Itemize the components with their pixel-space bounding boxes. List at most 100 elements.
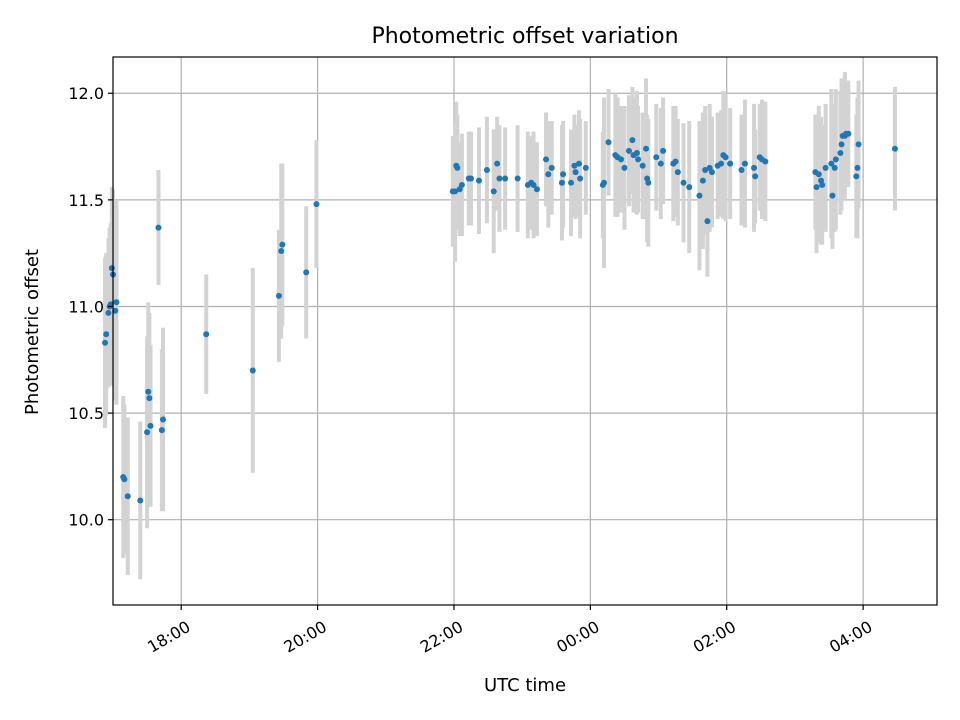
data-point [502, 175, 509, 182]
data-point [625, 147, 632, 154]
data-point [454, 164, 461, 171]
data-point [605, 139, 612, 146]
data-point [741, 160, 748, 167]
plot-frame [112, 56, 938, 606]
data-point [160, 416, 167, 423]
data-point [727, 160, 734, 167]
data-point [475, 177, 482, 184]
data-point [680, 179, 687, 186]
data-point [144, 429, 151, 436]
data-point [828, 160, 835, 167]
data-point [845, 130, 852, 137]
data-point [458, 181, 465, 188]
data-point [105, 309, 112, 316]
data-point [815, 171, 822, 178]
data-point [275, 292, 282, 299]
x-tick-label: 04:00 [826, 617, 875, 657]
data-point [660, 147, 667, 154]
data-point [702, 167, 709, 174]
data-point [838, 141, 845, 148]
data-point [600, 179, 607, 186]
data-point [575, 160, 582, 167]
data-point [483, 167, 490, 174]
data-point [514, 175, 521, 182]
data-point [645, 179, 652, 186]
data-point [158, 427, 165, 434]
data-point [494, 160, 501, 167]
data-point [543, 156, 550, 163]
data-point [121, 476, 128, 483]
data-point [762, 158, 769, 165]
data-point [279, 241, 286, 248]
data-point [853, 173, 860, 180]
data-point [249, 367, 256, 374]
data-point [452, 188, 459, 195]
y-tick-label: 11.0 [68, 297, 104, 316]
data-point [533, 186, 540, 193]
data-point [146, 395, 153, 402]
data-point [568, 179, 575, 186]
grid-layer [113, 57, 937, 605]
data-point [618, 156, 625, 163]
data-point [699, 177, 706, 184]
data-point [278, 248, 285, 255]
data-point [582, 164, 589, 171]
x-tick-label: 02:00 [690, 617, 739, 657]
data-point [155, 224, 162, 231]
data-point [572, 169, 579, 176]
data-point [303, 269, 310, 276]
data-point [560, 171, 567, 178]
data-point [686, 184, 693, 191]
data-point [891, 145, 898, 152]
x-tick-label: 18:00 [144, 617, 193, 657]
axis-layer: 10.0 10.5 11.0 11.5 12.0 18:00 20:00 22:00 00:00… [68, 56, 938, 657]
x-tick-label: 22:00 [417, 617, 466, 657]
data-point [813, 184, 820, 191]
data-point [718, 160, 725, 167]
x-tick-label: 20:00 [281, 617, 330, 657]
data-point [558, 179, 565, 186]
data-point [571, 162, 578, 169]
data-point [490, 188, 497, 195]
chart-title: Photometric offset variation [371, 24, 678, 49]
data-point [829, 192, 836, 199]
y-tick-label: 10.0 [68, 511, 104, 530]
data-point [657, 160, 664, 167]
data-point [496, 175, 503, 182]
data-point [112, 307, 119, 314]
data-point [137, 497, 144, 504]
data-point [635, 156, 642, 163]
data-point [145, 388, 152, 395]
data-point [738, 167, 745, 174]
data-point [831, 164, 838, 171]
point-layer [102, 130, 898, 504]
data-point [107, 301, 114, 308]
data-point [672, 158, 679, 165]
data-point [639, 162, 646, 169]
data-point [751, 164, 758, 171]
data-point [643, 145, 650, 152]
data-point [837, 149, 844, 156]
data-point [530, 181, 537, 188]
data-point [548, 164, 555, 171]
data-point [108, 265, 115, 272]
data-point [103, 331, 110, 338]
x-axis-label: UTC time [484, 675, 566, 696]
data-point [545, 171, 552, 178]
data-point [124, 493, 131, 500]
data-point [633, 149, 640, 156]
y-axis-label: Photometric offset [22, 249, 43, 415]
y-tick-label: 12.0 [68, 84, 104, 103]
data-point [313, 201, 320, 208]
data-point [855, 141, 862, 148]
y-tick-label: 11.5 [68, 191, 104, 210]
x-tick-label: 00:00 [553, 617, 602, 657]
data-point [621, 164, 628, 171]
data-point [653, 154, 660, 161]
errorbar-layer [103, 71, 897, 580]
data-point [704, 218, 711, 225]
data-point [854, 164, 861, 171]
data-point [577, 175, 584, 182]
data-point [203, 331, 210, 338]
data-point [696, 192, 703, 199]
